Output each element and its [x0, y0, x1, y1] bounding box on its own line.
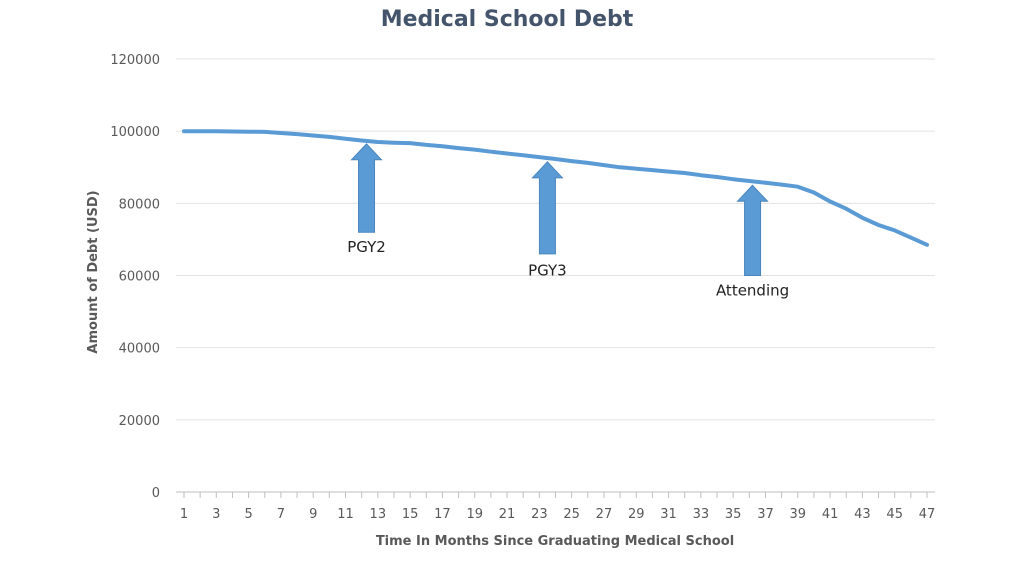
y-tick-label: 20000 [119, 414, 160, 429]
x-axis-label: Time In Months Since Graduating Medical … [376, 534, 734, 549]
annotation-arrow-pgy2 [350, 143, 383, 233]
y-tick-label: 120000 [110, 53, 160, 68]
x-tick-label: 47 [919, 507, 936, 522]
x-tick-label: 45 [886, 507, 903, 522]
y-tick-label: 40000 [119, 342, 160, 357]
y-tick-label: 100000 [110, 125, 160, 140]
x-tick-label: 11 [337, 507, 354, 522]
x-tick-label: 19 [466, 507, 483, 522]
grid-lines [176, 58, 935, 421]
y-tick-label: 60000 [119, 270, 160, 285]
debt-series-line [182, 129, 929, 247]
x-tick-label: 13 [370, 507, 387, 522]
x-tick-label: 25 [563, 507, 580, 522]
x-tick-label: 29 [628, 507, 645, 522]
y-axis-label: Amount of Debt (USD) [86, 190, 101, 353]
y-tick-label: 80000 [119, 197, 160, 212]
x-tick-label: 3 [212, 507, 220, 522]
x-tick-label: 39 [790, 507, 807, 522]
x-tick-label: 27 [596, 507, 613, 522]
chart-title: Medical School Debt [381, 7, 634, 32]
x-tick-label: 33 [693, 507, 710, 522]
annotation-arrow-pgy3 [531, 161, 564, 255]
x-tick-label: 21 [499, 507, 516, 522]
x-tick-label: 1 [180, 507, 188, 522]
annotation-label-pgy2: PGY2 [347, 238, 386, 256]
x-tick-label: 17 [434, 507, 451, 522]
x-tick-label: 31 [660, 507, 677, 522]
x-tick-label: 43 [854, 507, 871, 522]
annotation-arrow-attending [736, 184, 769, 276]
x-tick-label: 35 [725, 507, 742, 522]
x-tick-label: 37 [757, 507, 774, 522]
x-tick-label: 9 [309, 507, 317, 522]
x-tick-label: 41 [822, 507, 839, 522]
series-layer [182, 129, 929, 247]
annotation-label-attending: Attending [716, 281, 789, 299]
y-tick-label: 0 [152, 486, 160, 501]
x-tick-label: 15 [402, 507, 419, 522]
x-tick-label: 5 [244, 507, 252, 522]
x-tick-label: 7 [277, 507, 285, 522]
annotation-label-pgy3: PGY3 [528, 262, 567, 280]
annotations: PGY2 PGY3 Attending [347, 143, 789, 299]
x-tick-label: 23 [531, 507, 548, 522]
